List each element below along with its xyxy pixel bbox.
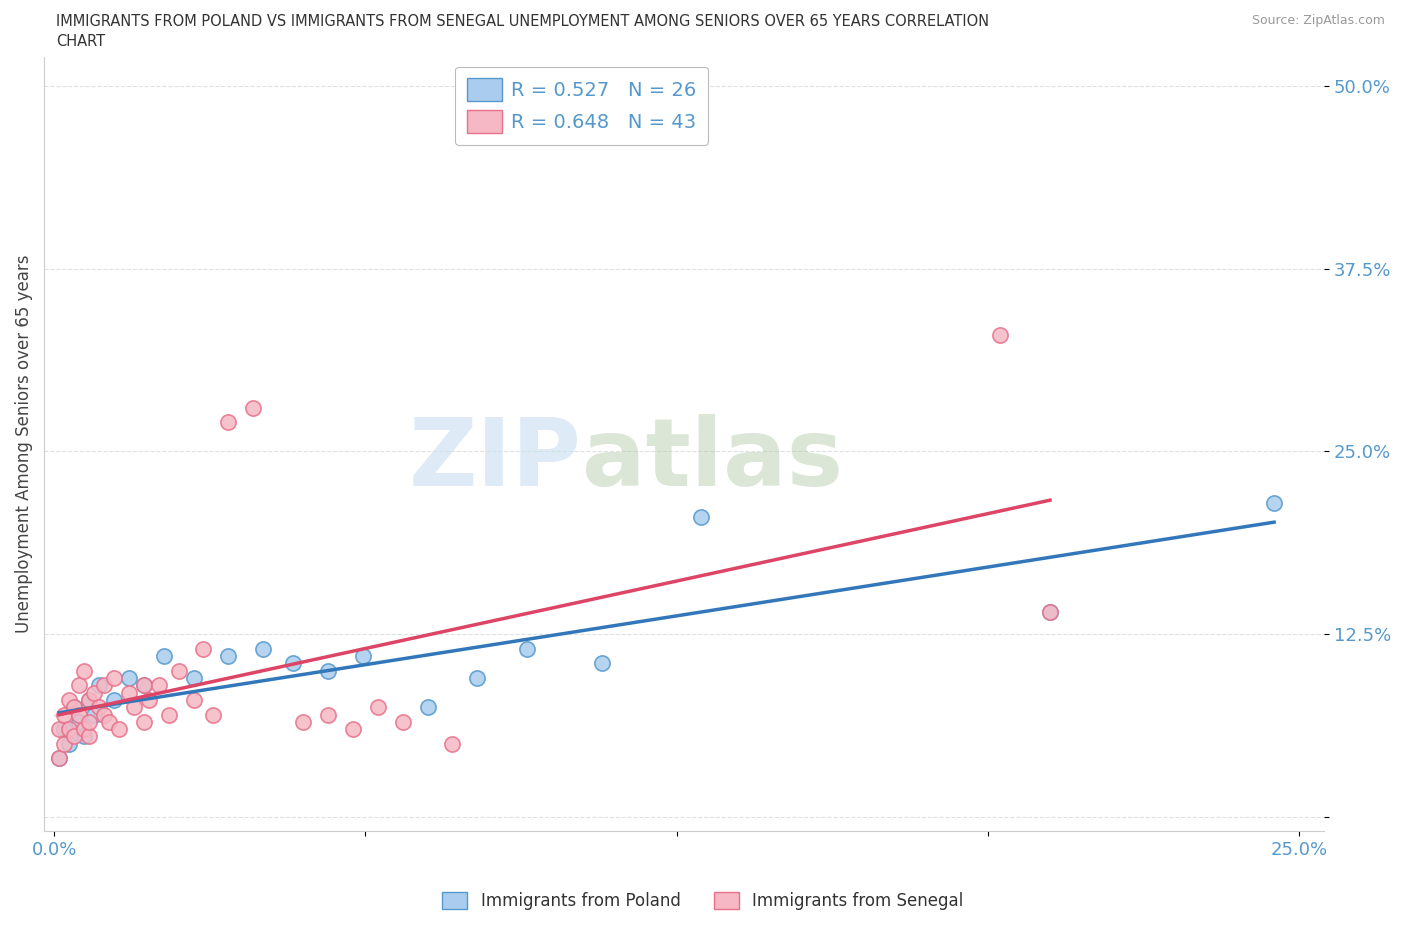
Point — [281, 656, 304, 671]
Point — [73, 663, 96, 678]
Point — [48, 751, 70, 765]
Point — [183, 693, 205, 708]
Point — [342, 722, 364, 737]
Point — [83, 707, 105, 722]
Text: Source: ZipAtlas.com: Source: ZipAtlas.com — [1251, 14, 1385, 27]
Point — [118, 685, 141, 700]
Point — [148, 678, 170, 693]
Point — [316, 663, 339, 678]
Point — [58, 737, 80, 751]
Point — [53, 707, 76, 722]
Point — [97, 714, 120, 729]
Text: atlas: atlas — [582, 414, 842, 506]
Point — [352, 648, 374, 663]
Point — [292, 714, 315, 729]
Point — [93, 678, 115, 693]
Point — [242, 400, 264, 415]
Point — [1263, 495, 1285, 510]
Point — [48, 722, 70, 737]
Point — [58, 693, 80, 708]
Point — [367, 699, 389, 714]
Point — [391, 714, 413, 729]
Point — [217, 648, 239, 663]
Point — [132, 714, 155, 729]
Point — [67, 714, 90, 729]
Point — [1039, 604, 1062, 619]
Point — [591, 656, 613, 671]
Point — [217, 415, 239, 430]
Point — [132, 678, 155, 693]
Point — [53, 737, 76, 751]
Point — [73, 722, 96, 737]
Point — [87, 699, 110, 714]
Point — [132, 678, 155, 693]
Y-axis label: Unemployment Among Seniors over 65 years: Unemployment Among Seniors over 65 years — [15, 255, 32, 633]
Point — [58, 722, 80, 737]
Point — [83, 685, 105, 700]
Text: ZIP: ZIP — [409, 414, 582, 506]
Point — [103, 693, 125, 708]
Point — [108, 722, 131, 737]
Point — [77, 729, 100, 744]
Point — [77, 714, 100, 729]
Point — [93, 707, 115, 722]
Point — [690, 510, 713, 525]
Point — [138, 693, 160, 708]
Point — [63, 729, 86, 744]
Point — [152, 648, 174, 663]
Point — [77, 693, 100, 708]
Point — [77, 693, 100, 708]
Point — [467, 671, 489, 685]
Point — [73, 729, 96, 744]
Point — [416, 699, 439, 714]
Point — [53, 722, 76, 737]
Point — [122, 699, 145, 714]
Point — [988, 327, 1011, 342]
Point — [67, 678, 90, 693]
Point — [167, 663, 190, 678]
Point — [103, 671, 125, 685]
Text: IMMIGRANTS FROM POLAND VS IMMIGRANTS FROM SENEGAL UNEMPLOYMENT AMONG SENIORS OVE: IMMIGRANTS FROM POLAND VS IMMIGRANTS FRO… — [56, 14, 990, 29]
Text: CHART: CHART — [56, 34, 105, 49]
Point — [48, 751, 70, 765]
Point — [157, 707, 180, 722]
Point — [67, 707, 90, 722]
Point — [441, 737, 464, 751]
Legend: R = 0.527   N = 26, R = 0.648   N = 43: R = 0.527 N = 26, R = 0.648 N = 43 — [456, 67, 709, 144]
Point — [316, 707, 339, 722]
Point — [516, 642, 538, 657]
Point — [63, 699, 86, 714]
Legend: Immigrants from Poland, Immigrants from Senegal: Immigrants from Poland, Immigrants from … — [436, 885, 970, 917]
Point — [252, 642, 274, 657]
Point — [63, 699, 86, 714]
Point — [183, 671, 205, 685]
Point — [87, 678, 110, 693]
Point — [202, 707, 225, 722]
Point — [1039, 604, 1062, 619]
Point — [193, 642, 215, 657]
Point — [118, 671, 141, 685]
